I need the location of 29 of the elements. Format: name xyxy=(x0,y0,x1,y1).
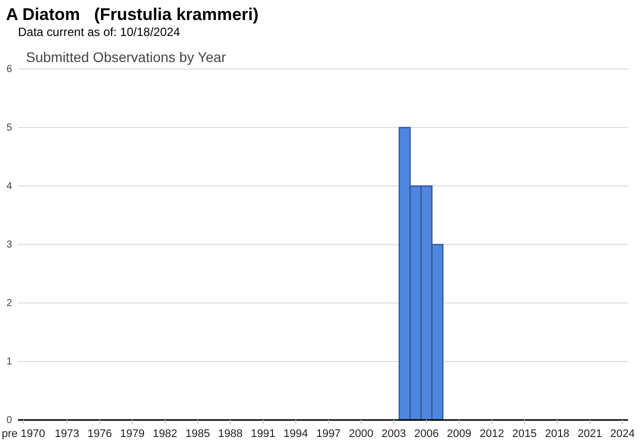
x-tick-label: 2015 xyxy=(512,428,537,440)
x-tick-label: 2012 xyxy=(480,428,504,440)
y-tick-label: 0 xyxy=(6,415,12,426)
x-tick-label: 1991 xyxy=(250,428,276,440)
y-tick-label: 6 xyxy=(6,64,12,75)
chart-subtitle: Data current as of: 10/18/2024 xyxy=(18,25,180,39)
x-tick-label: 1979 xyxy=(120,428,145,440)
x-tick-label: 2006 xyxy=(414,428,439,440)
y-tick-label: 4 xyxy=(6,181,12,192)
x-tick-label: 2018 xyxy=(544,428,570,440)
x-tick-label: 1976 xyxy=(87,428,112,440)
y-tick-label: 1 xyxy=(6,356,12,368)
x-tick-label: 2024 xyxy=(610,428,635,440)
x-tick-label: 1988 xyxy=(218,428,243,440)
x-tick-label: 2021 xyxy=(578,428,602,440)
x-tick-label: 1985 xyxy=(185,428,210,440)
y-tick-label: 5 xyxy=(6,122,12,134)
x-tick-label: 2003 xyxy=(382,428,406,440)
text: Submitted Observations by Year xyxy=(26,49,226,65)
x-tick-label: 1973 xyxy=(54,428,80,440)
y-tick-label: 2 xyxy=(6,298,12,309)
chart-title: A Diatom (Frustulia krammeri) xyxy=(6,5,259,24)
x-tick-label: 1982 xyxy=(152,428,178,440)
x-tick-label: 2000 xyxy=(348,428,374,440)
x-tick-label: pre 1970 xyxy=(2,428,46,440)
x-tick-label: 1997 xyxy=(316,428,341,440)
x-tick-label: 2009 xyxy=(446,428,472,440)
y-tick-label: 3 xyxy=(6,240,12,250)
x-tick-label: 1994 xyxy=(284,428,308,440)
